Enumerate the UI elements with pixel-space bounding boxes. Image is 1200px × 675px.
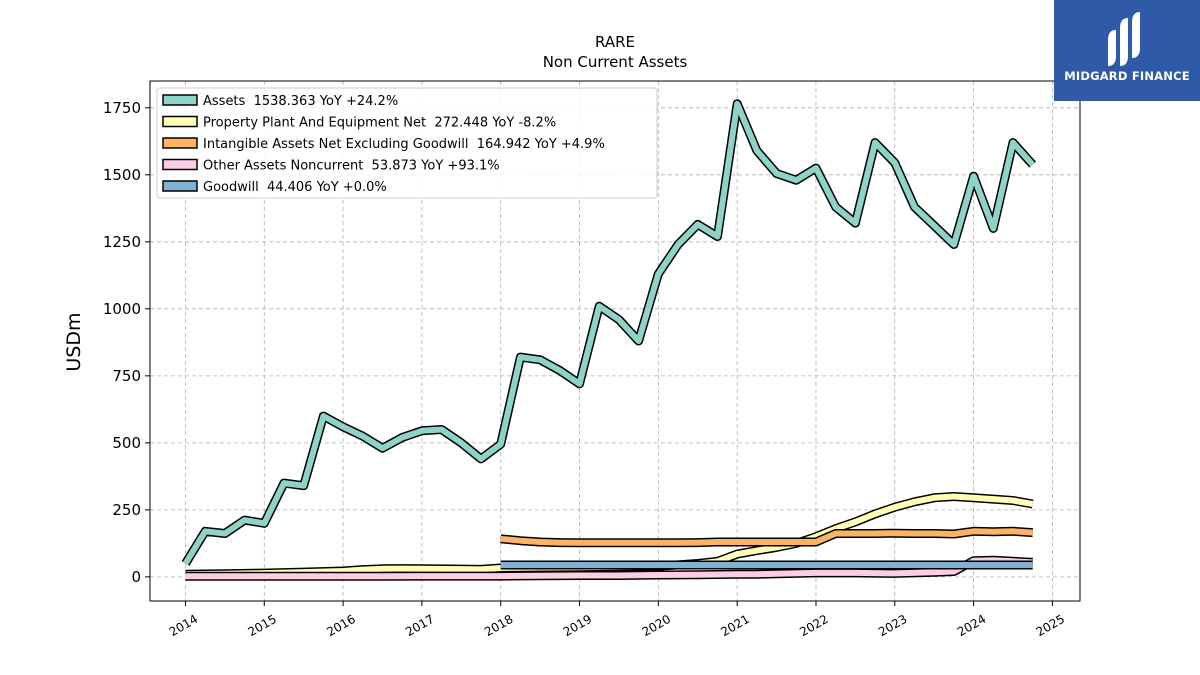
series-line — [185, 557, 1033, 580]
y-tick-label: 1750 — [103, 99, 141, 117]
y-tick-label: 1250 — [103, 233, 141, 251]
series-intangible-assets-net-excluding-goodwill — [500, 526, 1033, 548]
y-tick-label: 250 — [112, 501, 141, 519]
legend-label: Goodwill 44.406 YoY +0.0% — [203, 180, 387, 195]
legend-item: Assets 1538.363 YoY +24.2% — [162, 94, 398, 109]
x-tick-label: 2015 — [246, 612, 279, 639]
chart-subtitle: Non Current Assets — [543, 53, 688, 71]
y-tick-label: 1000 — [103, 300, 141, 318]
x-ticks: 2014 2015 2016 2017 2018 2019 2020 2021 2022 2023… — [167, 601, 1067, 639]
logo-mark-icon — [1108, 12, 1140, 66]
y-axis-label: USDm — [63, 312, 85, 371]
logo-text: MIDGARD FINANCE — [1064, 69, 1190, 83]
plot-frame — [149, 80, 1081, 602]
x-tick-label: 2025 — [1034, 612, 1067, 639]
x-tick-label: 2014 — [167, 612, 200, 639]
legend-item: Intangible Assets Net Excluding Goodwill… — [162, 137, 605, 152]
y-ticks: 0 250 500 750 1000 1250 1500 1750 — [103, 99, 150, 586]
y-tick-label: 500 — [112, 434, 141, 452]
legend: Assets 1538.363 YoY +24.2% Property Plant… — [156, 87, 658, 199]
y-tick-label: 1500 — [103, 166, 141, 184]
legend-swatch — [162, 158, 198, 171]
brand-logo: MIDGARD FINANCE — [1054, 0, 1200, 101]
x-tick-label: 2023 — [876, 612, 909, 639]
legend-swatch — [162, 180, 198, 192]
x-tick-label: 2018 — [482, 612, 515, 639]
x-tick-label: 2020 — [640, 612, 673, 639]
legend-swatch — [162, 115, 198, 128]
x-tick-label: 2019 — [561, 612, 594, 639]
x-tick-label: 2021 — [718, 612, 751, 639]
legend-item: Goodwill 44.406 YoY +0.0% — [162, 180, 387, 195]
y-tick-label: 750 — [112, 367, 141, 385]
legend-label: Property Plant And Equipment Net 272.448… — [203, 116, 556, 131]
legend-label: Intangible Assets Net Excluding Goodwill… — [203, 137, 605, 152]
x-tick-label: 2022 — [797, 612, 830, 639]
series-layer — [181, 99, 1037, 581]
legend-item: Other Assets Noncurrent 53.873 YoY +93.1… — [162, 158, 500, 174]
legend-swatch — [162, 94, 198, 106]
series-line — [182, 100, 1035, 566]
legend-box — [156, 87, 658, 199]
legend-label: Assets 1538.363 YoY +24.2% — [203, 94, 398, 109]
x-tick-label: 2016 — [324, 612, 357, 639]
y-tick-label: 0 — [131, 568, 141, 586]
chart-title: RARE — [595, 33, 635, 51]
legend-item: Property Plant And Equipment Net 272.448… — [162, 115, 556, 131]
x-tick-label: 2024 — [955, 612, 988, 639]
legend-swatch — [162, 137, 198, 149]
legend-label: Other Assets Noncurrent 53.873 YoY +93.1… — [203, 159, 500, 174]
series-other-assets-noncurrent — [185, 555, 1033, 581]
x-tick-label: 2017 — [403, 612, 436, 639]
series-assets — [181, 99, 1037, 566]
series-line — [500, 528, 1033, 546]
